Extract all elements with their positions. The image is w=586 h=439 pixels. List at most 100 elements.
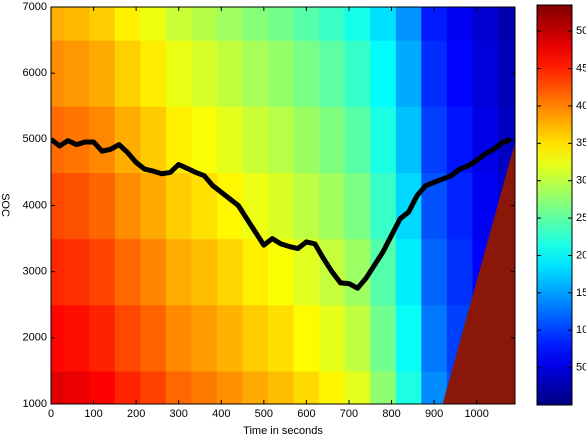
heat-cell [89, 172, 116, 240]
y-tick-label: 7000 [23, 1, 47, 13]
heat-cell [344, 370, 371, 404]
heat-cell [114, 172, 141, 240]
x-tick-label: 500 [255, 408, 273, 420]
heat-cell [344, 7, 371, 41]
heat-cell [344, 172, 371, 240]
heat-cell [114, 304, 141, 372]
heat-cell [51, 238, 65, 306]
heat-cell [217, 40, 244, 107]
heat-cell [421, 304, 448, 372]
heat-cell [191, 106, 218, 174]
heat-cell [165, 106, 193, 174]
heat-cell [140, 106, 167, 174]
heat-cell [319, 106, 346, 174]
heat-cell [370, 7, 397, 41]
saturated-region [442, 142, 515, 404]
heat-cell [293, 370, 320, 404]
heat-cell [63, 370, 90, 404]
heat-cell [165, 304, 193, 372]
heat-cell [140, 40, 167, 107]
heat-cell [51, 304, 65, 372]
x-tick-label: 400 [212, 408, 230, 420]
heat-cell [268, 238, 295, 306]
heat-cell [51, 172, 65, 240]
heat-cell [63, 238, 90, 306]
heat-cell [63, 304, 90, 372]
heat-cell [114, 370, 141, 404]
heat-cell [217, 370, 244, 404]
heat-cell [293, 172, 320, 240]
heat-cell [395, 7, 422, 41]
colorbar-frame [536, 4, 573, 406]
heat-cell [395, 304, 422, 372]
heat-cell [421, 370, 448, 404]
x-axis-label: Time in seconds [243, 425, 323, 437]
heat-cell [370, 172, 397, 240]
heat-cell [242, 40, 269, 107]
colorbar [537, 5, 572, 405]
colorbar-tick-label: 300 [576, 175, 586, 187]
heat-cell [114, 40, 141, 107]
heat-cell [293, 7, 320, 41]
heat-cell [191, 370, 218, 404]
x-tick-label: 300 [170, 408, 188, 420]
heat-cell [165, 238, 193, 306]
heat-cell [344, 238, 371, 306]
heat-cell [395, 370, 422, 404]
heat-cell [319, 304, 346, 372]
heat-cell [51, 370, 65, 404]
y-axis-label: SOC [0, 193, 11, 217]
heat-cell [421, 40, 448, 107]
colorbar-tick-label: 200 [576, 249, 586, 261]
x-tick-label: 600 [297, 408, 315, 420]
heat-cell [191, 40, 218, 107]
heat-cell [370, 370, 397, 404]
heat-cell [370, 106, 397, 174]
heat-cell [293, 106, 320, 174]
heat-cell [89, 304, 116, 372]
heat-cell [114, 7, 141, 41]
heat-cell [472, 40, 499, 107]
x-tick-label: 700 [340, 408, 358, 420]
colorbar-tick-label: 150 [576, 287, 586, 299]
heat-cell [217, 304, 244, 372]
heat-cell [268, 106, 295, 174]
soc-line [51, 137, 512, 291]
heat-cell [395, 106, 422, 174]
y-tick-label: 5000 [23, 133, 47, 145]
heat-cell [140, 304, 167, 372]
heat-cell [319, 7, 346, 41]
heat-cell [446, 238, 474, 306]
colorbar-tick-label: 50 [576, 362, 586, 374]
heat-cell [293, 304, 320, 372]
x-tick-label: 900 [425, 408, 443, 420]
heat-cell [472, 7, 499, 41]
heat-cell [217, 238, 244, 306]
heat-cell [242, 7, 269, 41]
heat-cell [293, 40, 320, 107]
y-tick-label: 6000 [23, 67, 47, 79]
heat-cell [89, 7, 116, 41]
x-tick-label: 100 [84, 408, 102, 420]
colorbar-tick-label: 450 [576, 62, 586, 74]
heat-cell [268, 7, 295, 41]
heat-cell [51, 106, 65, 174]
heat-cell [51, 7, 65, 41]
colorbar-tick-label: 350 [576, 137, 586, 149]
y-tick-label: 4000 [23, 199, 47, 211]
heat-cell [165, 172, 193, 240]
heat-cell [63, 172, 90, 240]
colorbar-tick-label: 500 [576, 25, 586, 37]
x-tick-label: 800 [382, 408, 400, 420]
heat-cell [344, 106, 371, 174]
colorbar-tick-label: 250 [576, 212, 586, 224]
heat-cell [51, 40, 65, 107]
heat-cell [497, 40, 515, 107]
heat-cell [89, 370, 116, 404]
heat-cell [191, 304, 218, 372]
heat-cell [268, 370, 295, 404]
heat-cell [421, 238, 448, 306]
heat-cell [421, 106, 448, 174]
y-tick-label: 1000 [23, 398, 47, 410]
